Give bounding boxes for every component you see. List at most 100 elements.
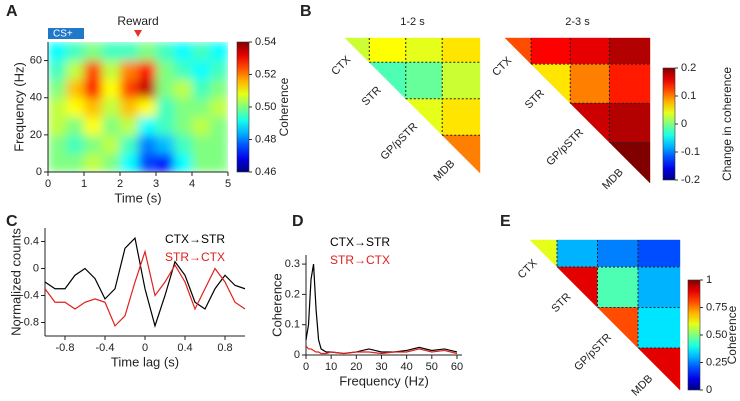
heatmap-cell [48, 60, 67, 80]
y-tick-label: 0 [33, 262, 39, 274]
x-tick-label: 3 [153, 178, 159, 190]
heatmap-cell [174, 116, 193, 136]
heatmap-cell [174, 79, 193, 99]
heatmap-cell [102, 153, 121, 172]
heatmap-cell [156, 42, 175, 62]
heatmap-cell [192, 97, 211, 117]
matrix-cell [637, 307, 681, 349]
x-tick-label: 0.8 [217, 342, 232, 354]
colorbar-label: Coherence [277, 77, 291, 136]
heatmap-cell [138, 116, 157, 136]
region-label: MDB [600, 166, 626, 192]
heatmap-cell [120, 153, 139, 172]
legend-label: STR→CTX [330, 253, 390, 267]
heatmap-cell [102, 42, 121, 62]
y-tick-label: 40 [30, 92, 42, 104]
region-label: CTX [490, 54, 515, 79]
matrix-cell [609, 103, 651, 143]
x-tick-label: 2 [117, 178, 123, 190]
reward-marker [134, 30, 142, 37]
region-label: GP/pSTR [572, 331, 614, 373]
heatmap-cell [120, 42, 139, 62]
heatmap-cell [138, 153, 157, 172]
heatmap-cell [120, 79, 139, 99]
region-label: CTX [516, 257, 541, 282]
x-tick-label: 0 [45, 178, 51, 190]
matrix-cell [441, 134, 481, 174]
colorbar-tick-label: 0.2 [681, 62, 696, 74]
region-label: STR [549, 291, 573, 315]
x-tick-label: 20 [350, 361, 362, 373]
heatmap-cell [174, 153, 193, 172]
y-tick-label: 0.2 [285, 288, 300, 300]
y-tick-label: 0 [36, 166, 42, 178]
colorbar-tick-label: 0.1 [681, 90, 696, 102]
heatmap-cell [138, 42, 157, 62]
heatmap-cell [210, 60, 228, 80]
region-label: MDB [432, 158, 458, 184]
heatmap-cell [84, 42, 103, 62]
heatmap-cell [48, 153, 67, 172]
region-label: GP/pSTR [378, 121, 420, 163]
heatmap-cell [66, 42, 85, 62]
heatmap-cell [174, 42, 193, 62]
series-line [44, 249, 246, 327]
region-label: STR [523, 87, 547, 111]
heatmap-cell [84, 134, 103, 154]
matrix-cell [442, 62, 481, 99]
heatmap-cell [138, 134, 157, 154]
y-tick-label: 0 [294, 349, 300, 361]
reward-label: Reward [117, 14, 158, 28]
x-tick-label: 1 [81, 178, 87, 190]
matrix-title: 1-2 s [400, 16, 425, 28]
heatmap-cell [174, 134, 193, 154]
legend-label: CTX→STR [330, 235, 390, 249]
heatmap-cell [156, 153, 175, 172]
heatmap-cell [138, 79, 157, 99]
matrix-cell [637, 266, 681, 308]
x-axis-label: Time lag (s) [111, 354, 179, 369]
heatmap-cell [120, 60, 139, 80]
heatmap-cell [210, 116, 228, 136]
colorbar-tick-label: 0.75 [706, 301, 727, 313]
series-line [305, 263, 458, 355]
matrix-cell [556, 239, 598, 268]
heatmap-cell [156, 79, 175, 99]
x-tick-label: -0.4 [96, 342, 115, 354]
matrix-title: 2-3 s [565, 16, 590, 28]
colorbar-tick-label: -0.1 [681, 146, 700, 158]
heatmap-cell [210, 42, 228, 62]
x-tick-label: 5 [225, 178, 231, 190]
heatmap-cell [138, 97, 157, 117]
y-tick-label: 0.1 [285, 319, 300, 331]
heatmap-cell [66, 97, 85, 117]
x-tick-label: 10 [325, 361, 337, 373]
heatmap-cell [192, 60, 211, 80]
matrix-cell [597, 239, 639, 268]
heatmap-cell [210, 79, 228, 99]
matrix-cell [530, 37, 571, 65]
panel-label: B [300, 3, 312, 20]
heatmap-cell [192, 116, 211, 136]
heatmap-cell [66, 116, 85, 136]
colorbar-tick-label: 0.48 [255, 133, 276, 145]
heatmap-cell [84, 153, 103, 172]
panel-label: E [500, 213, 511, 230]
y-tick-label: 20 [30, 129, 42, 141]
matrix-cell [405, 62, 443, 99]
heatmap-cells [48, 42, 228, 172]
panel-label: A [6, 3, 18, 20]
heatmap-cell [174, 60, 193, 80]
heatmap-cell [210, 134, 228, 154]
heatmap-cell [156, 60, 175, 80]
heatmap-cell [48, 134, 67, 154]
heatmap-cell [48, 116, 67, 136]
series-line [44, 236, 246, 328]
heatmap-cell [66, 134, 85, 154]
colorbar-tick-label: 0 [681, 118, 687, 130]
heatmap-cell [210, 153, 228, 172]
y-axis-label: Coherence [269, 273, 284, 337]
heatmap-cell [102, 79, 121, 99]
y-tick-label: -0.8 [20, 316, 39, 328]
